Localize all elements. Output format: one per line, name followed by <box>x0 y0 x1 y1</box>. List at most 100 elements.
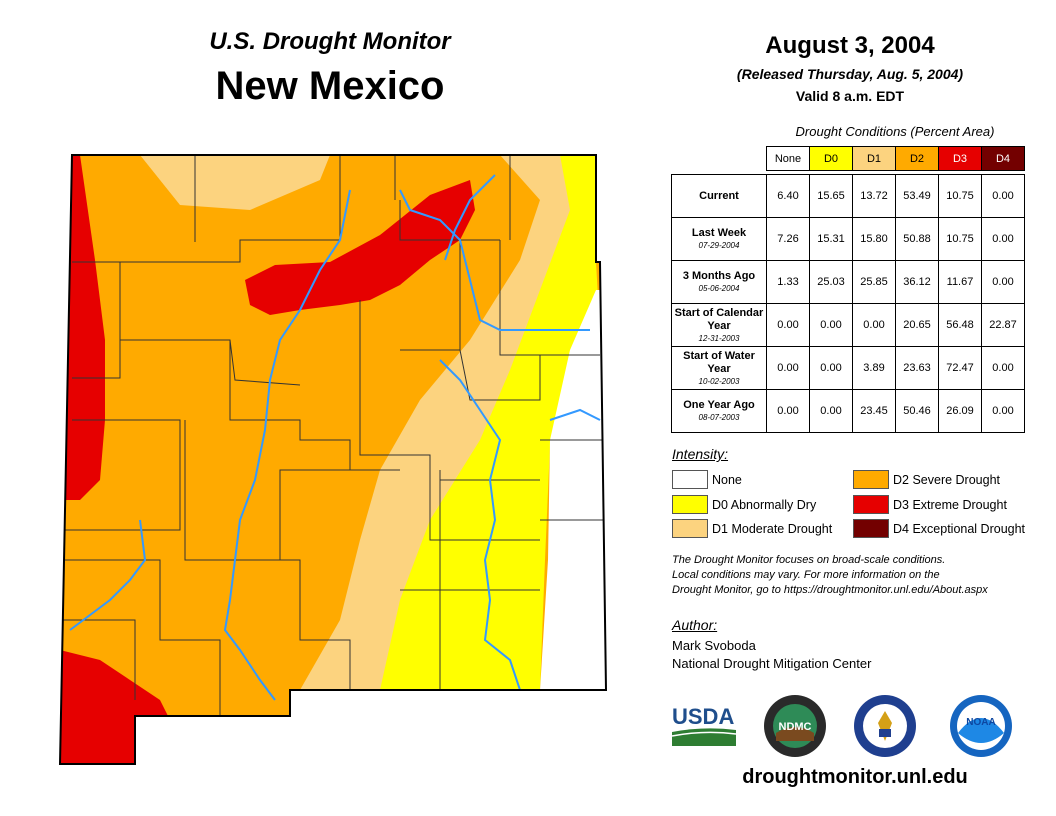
table-cell: 50.88 <box>895 217 939 261</box>
table-cell: 0.00 <box>809 303 853 347</box>
legend-item-d3: D3 Extreme Drought <box>853 495 1007 514</box>
table-cell: 10.75 <box>938 217 982 261</box>
table-cell: 72.47 <box>938 346 982 390</box>
legend-item-d0: D0 Abnormally Dry <box>672 495 816 514</box>
legend-swatch-d0 <box>672 495 708 514</box>
author-organization: National Drought Mitigation Center <box>672 656 872 671</box>
row-date: 08-07-2003 <box>698 413 740 422</box>
table-row: Last Week 07-29-2004 7.26 15.31 15.80 50.88 10… <box>671 217 1025 261</box>
note-line: Local conditions may vary. For more info… <box>672 569 940 581</box>
column-header-d0: D0 <box>809 146 853 171</box>
legend-item-none: None <box>672 470 742 489</box>
table-cell: 20.65 <box>895 303 939 347</box>
table-cell: 26.09 <box>938 389 982 433</box>
row-label: Start of Calendar Year 12-31-2003 <box>671 303 767 347</box>
state-outline <box>58 154 608 765</box>
table-row: Start of Water Year 10-02-2003 0.00 0.00 3.8… <box>671 346 1025 390</box>
map-date: August 3, 2004 <box>765 32 935 59</box>
legend-swatch-d3 <box>853 495 889 514</box>
site-url[interactable]: droughtmonitor.unl.edu <box>742 766 968 788</box>
d0-region <box>380 155 606 690</box>
note-line: The Drought Monitor focuses on broad-sca… <box>672 554 946 566</box>
none-region <box>540 290 606 690</box>
new-mexico-drought-map <box>58 154 608 765</box>
rivers <box>69 174 601 701</box>
table-corner <box>672 147 767 171</box>
table-cell: 50.46 <box>895 389 939 433</box>
legend-title: Intensity: <box>672 446 729 462</box>
table-cell: 0.00 <box>809 389 853 433</box>
table-cell: 0.00 <box>981 174 1025 218</box>
table-cell: 15.80 <box>852 217 896 261</box>
table-cell: 0.00 <box>981 260 1025 304</box>
table-cell: 3.89 <box>852 346 896 390</box>
column-header-d2: D2 <box>895 146 939 171</box>
row-label: One Year Ago 08-07-2003 <box>671 389 767 433</box>
table-row: One Year Ago 08-07-2003 0.00 0.00 23.45 50.46… <box>671 389 1025 433</box>
table-cell: 13.72 <box>852 174 896 218</box>
table-cell: 22.87 <box>981 303 1025 347</box>
table-caption: Drought Conditions (Percent Area) <box>795 124 995 139</box>
legend-label: D2 Severe Drought <box>893 472 1001 487</box>
table-cell: 0.00 <box>766 303 810 347</box>
table-cell: 10.75 <box>938 174 982 218</box>
row-date: 05-06-2004 <box>698 284 740 293</box>
legend-label: D4 Exceptional Drought <box>893 521 1026 536</box>
row-label-text: Start of Calendar Year <box>674 306 764 332</box>
legend-item-d2: D2 Severe Drought <box>853 470 1000 489</box>
row-label: 3 Months Ago 05-06-2004 <box>671 260 767 304</box>
table-cell: 0.00 <box>809 346 853 390</box>
column-header-d3: D3 <box>938 146 982 171</box>
map-title: New Mexico <box>215 64 445 108</box>
author-heading: Author: <box>672 617 718 633</box>
row-label-text: Last Week <box>691 227 747 239</box>
row-label: Start of Water Year 10-02-2003 <box>671 346 767 390</box>
table-cell: 6.40 <box>766 174 810 218</box>
row-label: Last Week 07-29-2004 <box>671 217 767 261</box>
row-date: 12-31-2003 <box>698 333 740 343</box>
row-label: Current <box>671 174 767 218</box>
table-row: 3 Months Ago 05-06-2004 1.33 25.03 25.85 36.1… <box>671 260 1025 304</box>
table-cell: 23.45 <box>852 389 896 433</box>
note-line: Drought Monitor, go to https://droughtmo… <box>672 584 988 596</box>
d3-region-southwest <box>60 650 170 764</box>
d1-region-east <box>300 155 596 690</box>
usda-logo: USDA <box>671 704 737 746</box>
row-label-text: 3 Months Ago <box>682 270 756 282</box>
legend-label: D3 Extreme Drought <box>893 497 1007 512</box>
table-header-row: None D0 D1 D2 D3 D4 <box>672 146 1025 171</box>
legend-item-d1: D1 Moderate Drought <box>672 519 832 538</box>
legend-swatch-d1 <box>672 519 708 538</box>
legend-swatch-none <box>672 470 708 489</box>
table-cell: 25.85 <box>852 260 896 304</box>
county-boundaries <box>60 155 606 716</box>
column-header-none: None <box>766 146 810 171</box>
table-cell: 23.63 <box>895 346 939 390</box>
column-header-d4: D4 <box>981 146 1025 171</box>
ndmc-logo: NDMC <box>764 695 826 757</box>
d1-region-north <box>140 155 330 210</box>
table-cell: 36.12 <box>895 260 939 304</box>
row-date: 07-29-2004 <box>698 241 740 250</box>
disclaimer-note: The Drought Monitor focuses on broad-sca… <box>672 553 1042 598</box>
legend-swatch-d2 <box>853 470 889 489</box>
legend-label: None <box>712 472 742 487</box>
table-cell: 15.31 <box>809 217 853 261</box>
table-row: Current 6.40 15.65 13.72 53.49 10.75 0.00 <box>671 174 1025 218</box>
noaa-logo: NOAA <box>950 695 1012 757</box>
table-cell: 0.00 <box>981 346 1025 390</box>
usda-logo-text: USDA <box>672 704 734 729</box>
legend-label: D0 Abnormally Dry <box>712 497 817 512</box>
row-label-text: Current <box>699 189 739 202</box>
table-cell: 56.48 <box>938 303 982 347</box>
legend-swatch-d4 <box>853 519 889 538</box>
legend-label: D1 Moderate Drought <box>712 521 833 536</box>
table-cell: 53.49 <box>895 174 939 218</box>
column-header-d1: D1 <box>852 146 896 171</box>
table-cell: 1.33 <box>766 260 810 304</box>
table-cell: 0.00 <box>981 217 1025 261</box>
commerce-seal-logo <box>854 695 916 757</box>
drought-conditions-table: None D0 D1 D2 D3 D4 Current 6.40 15.65 13.7… <box>671 146 1025 433</box>
table-cell: 0.00 <box>852 303 896 347</box>
row-label-text: One Year Ago <box>683 399 755 411</box>
